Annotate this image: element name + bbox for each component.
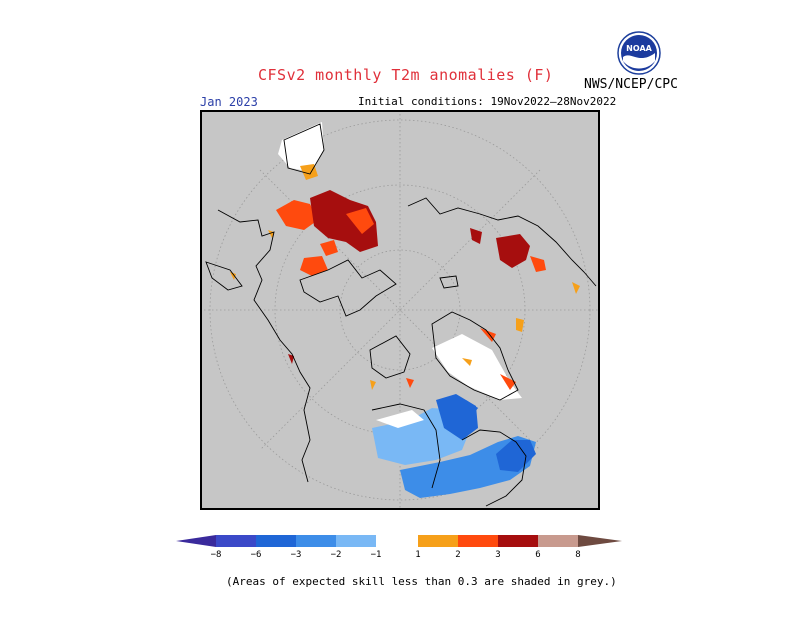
colorbar-tick: −8 [211, 550, 222, 560]
colorbar-arrow-high [578, 535, 622, 547]
coastlines [205, 123, 597, 507]
colorbar-arrow-low [176, 535, 216, 547]
skill-note: (Areas of expected skill less than 0.3 a… [226, 575, 617, 588]
colorbar-tick: 3 [495, 550, 500, 560]
colorbar-tick: 8 [575, 550, 580, 560]
colorbar-tick: −3 [291, 550, 302, 560]
colorbar-tick: −2 [331, 550, 342, 560]
colorbar-tick: 2 [455, 550, 460, 560]
valid-month: Jan 2023 [200, 95, 258, 109]
map-title: CFSv2 monthly T2m anomalies (F) [258, 66, 554, 84]
map-frame [200, 110, 600, 510]
colorbar-tick: −6 [251, 550, 262, 560]
colorbar-tick: 6 [535, 550, 540, 560]
anomaly-map [200, 110, 600, 510]
agency-label: NWS/NCEP/CPC [584, 77, 678, 92]
logo-text: NOAA [626, 44, 652, 53]
neutral-regions [278, 122, 522, 428]
colorbar-tick: −1 [371, 550, 382, 560]
initial-conditions: Initial conditions: 19Nov2022–28Nov2022 [358, 95, 617, 108]
noaa-logo: NOAA [617, 31, 661, 75]
colorbar-tick: 1 [415, 550, 420, 560]
colorbar: −8 −6 −3 −2 −1 1 2 3 6 8 [176, 535, 622, 560]
